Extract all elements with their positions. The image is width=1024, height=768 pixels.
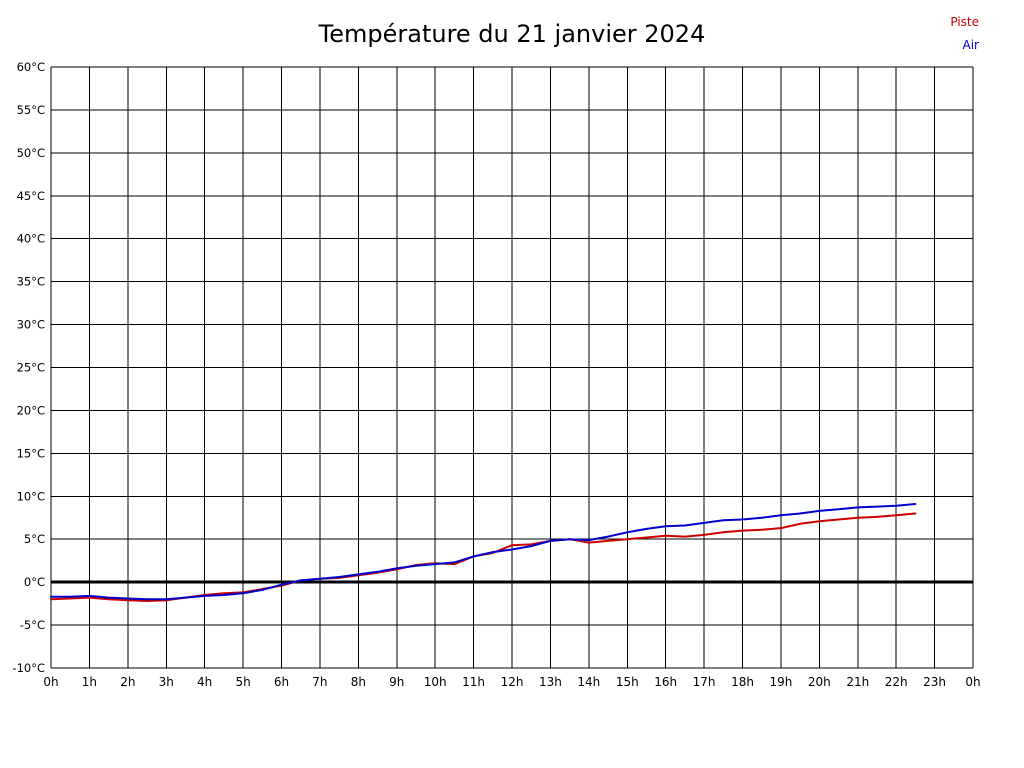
x-tick-label: 6h [274,675,289,689]
x-tick-label: 4h [197,675,212,689]
y-tick-label: 40°C [17,232,45,246]
x-tick-label: 22h [885,675,908,689]
x-tick-label: 11h [462,675,485,689]
y-tick-label: 55°C [17,103,45,117]
x-tick-label: 20h [808,675,831,689]
x-tick-label: 12h [501,675,524,689]
y-tick-label: 60°C [17,60,45,74]
x-tick-label: 19h [769,675,792,689]
x-axis-labels: 0h 1h 2h 3h 4h 5h 6h 7h 8h 9h 10h 11h 12h 13h 14h 15h 16… [43,675,980,689]
x-tick-label: 8h [351,675,366,689]
y-tick-label: 25°C [17,361,45,375]
y-tick-label: 45°C [17,189,45,203]
y-axis-labels: 60°C 55°C 50°C 45°C 40°C 35°C 30°C 25°C 20°C 15°C… [12,60,45,675]
x-tick-label: 5h [235,675,250,689]
y-tick-label: -10°C [12,661,45,675]
x-tick-label: 7h [312,675,327,689]
x-tick-label: 15h [616,675,639,689]
x-tick-label: 2h [120,675,135,689]
x-tick-label: 18h [731,675,754,689]
x-tick-label: 9h [389,675,404,689]
y-tick-label: 30°C [17,318,45,332]
y-tick-label: 20°C [17,403,45,417]
x-tick-label: 14h [577,675,600,689]
legend: Piste Air [950,11,979,57]
series-piste-line [50,512,917,602]
x-tick-label: 0h [43,675,58,689]
y-tick-label: 0°C [24,575,45,589]
x-tick-label: 16h [654,675,677,689]
x-tick-label: 23h [923,675,946,689]
y-tick-label: 15°C [17,446,45,460]
x-tick-label: 10h [424,675,447,689]
legend-item-air: Air [962,38,979,52]
x-tick-label: 21h [846,675,869,689]
y-tick-label: 5°C [24,532,45,546]
series-air-line [50,503,917,601]
x-tick-label: 3h [159,675,174,689]
y-tick-label: 50°C [17,146,45,160]
x-tick-label: 13h [539,675,562,689]
legend-item-piste: Piste [950,15,979,29]
chart-title: Température du 21 janvier 2024 [318,20,706,48]
y-tick-label: -5°C [20,618,45,632]
x-tick-label: 17h [693,675,716,689]
y-tick-label: 35°C [17,275,45,289]
y-tick-label: 10°C [17,489,45,503]
x-tick-label: 0h [965,675,980,689]
x-tick-label: 1h [82,675,97,689]
grid [50,66,974,669]
